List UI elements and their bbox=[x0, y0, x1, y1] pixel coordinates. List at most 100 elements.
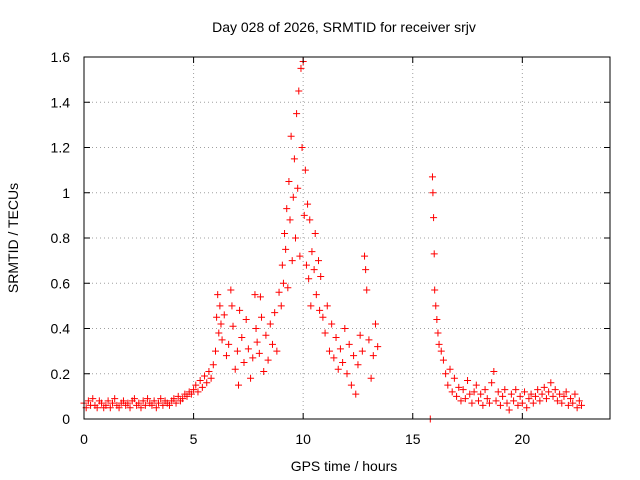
y-tick-label: 0.8 bbox=[51, 230, 71, 246]
data-point bbox=[207, 374, 215, 382]
data-point bbox=[247, 374, 255, 382]
data-point bbox=[459, 386, 467, 394]
data-point bbox=[281, 229, 289, 237]
data-point bbox=[244, 345, 252, 353]
data-point bbox=[319, 313, 327, 321]
y-tick-label: 0 bbox=[62, 411, 70, 427]
data-point bbox=[308, 248, 316, 256]
data-point bbox=[266, 320, 274, 328]
data-point bbox=[273, 347, 281, 355]
data-point bbox=[288, 257, 296, 265]
data-point bbox=[494, 388, 502, 396]
data-point bbox=[150, 397, 158, 405]
data-point bbox=[170, 395, 178, 403]
data-point bbox=[201, 372, 209, 380]
data-point bbox=[315, 257, 323, 265]
data-point bbox=[289, 193, 297, 201]
data-point bbox=[236, 306, 244, 314]
data-point bbox=[464, 377, 472, 385]
data-point bbox=[316, 306, 324, 314]
data-point bbox=[287, 132, 295, 140]
data-point bbox=[444, 381, 452, 389]
x-tick-label: 15 bbox=[405, 431, 421, 447]
data-point bbox=[430, 214, 438, 222]
data-point bbox=[108, 399, 116, 407]
data-point bbox=[209, 361, 217, 369]
data-point bbox=[279, 279, 287, 287]
data-point bbox=[496, 401, 504, 409]
data-point bbox=[542, 395, 550, 403]
data-point bbox=[126, 404, 134, 412]
data-point bbox=[501, 386, 509, 394]
data-point bbox=[503, 399, 511, 407]
data-point bbox=[233, 347, 241, 355]
data-point bbox=[212, 347, 219, 355]
data-point bbox=[363, 286, 371, 294]
data-point bbox=[325, 347, 333, 355]
data-point bbox=[434, 329, 442, 337]
data-point bbox=[328, 320, 336, 328]
data-point bbox=[431, 286, 439, 294]
data-point bbox=[558, 399, 566, 407]
data-point bbox=[268, 340, 276, 348]
data-point bbox=[271, 309, 279, 317]
data-point bbox=[130, 395, 138, 403]
data-point bbox=[104, 397, 112, 405]
data-point bbox=[334, 365, 342, 373]
data-point bbox=[521, 388, 529, 396]
data-point bbox=[430, 250, 438, 258]
data-point bbox=[345, 340, 353, 348]
data-point bbox=[365, 336, 373, 344]
data-point bbox=[264, 356, 272, 364]
data-point bbox=[553, 397, 561, 405]
data-point bbox=[573, 404, 581, 412]
data-point bbox=[231, 365, 239, 373]
data-point bbox=[510, 397, 518, 405]
data-point bbox=[93, 404, 101, 412]
data-point bbox=[433, 315, 441, 323]
data-point bbox=[222, 352, 230, 360]
data-point bbox=[256, 293, 264, 301]
axis-ticks bbox=[83, 56, 610, 420]
data-point bbox=[556, 390, 564, 398]
data-point bbox=[536, 397, 544, 405]
data-point bbox=[297, 64, 305, 72]
data-point bbox=[468, 399, 476, 407]
data-point bbox=[275, 288, 283, 296]
data-point bbox=[252, 325, 260, 332]
data-point bbox=[172, 399, 180, 407]
data-point bbox=[183, 392, 191, 400]
data-point bbox=[569, 399, 577, 407]
data-point bbox=[213, 313, 221, 321]
data-point bbox=[277, 302, 285, 310]
data-point bbox=[203, 379, 211, 387]
data-point bbox=[284, 284, 292, 292]
data-point bbox=[311, 229, 319, 237]
data-point bbox=[291, 234, 299, 242]
data-point bbox=[330, 354, 338, 362]
data-point bbox=[278, 261, 286, 269]
data-point bbox=[148, 401, 156, 409]
data-point bbox=[564, 401, 572, 409]
data-point bbox=[190, 386, 198, 394]
data-point bbox=[111, 395, 119, 403]
data-point bbox=[490, 367, 498, 375]
plot-frame bbox=[83, 56, 611, 420]
y-tick-label: 1 bbox=[62, 185, 70, 201]
data-point bbox=[560, 392, 568, 400]
data-point bbox=[262, 331, 270, 339]
data-point bbox=[356, 331, 364, 339]
data-point bbox=[253, 338, 261, 346]
data-point bbox=[295, 87, 303, 95]
data-point bbox=[527, 390, 535, 398]
data-point bbox=[227, 286, 235, 294]
data-point bbox=[255, 349, 263, 357]
data-point bbox=[235, 381, 243, 389]
data-point bbox=[187, 390, 195, 398]
data-point bbox=[499, 392, 507, 400]
data-point bbox=[220, 311, 228, 319]
data-point bbox=[442, 370, 450, 378]
data-point bbox=[512, 386, 520, 394]
data-point bbox=[198, 383, 206, 391]
data-point bbox=[492, 397, 500, 405]
